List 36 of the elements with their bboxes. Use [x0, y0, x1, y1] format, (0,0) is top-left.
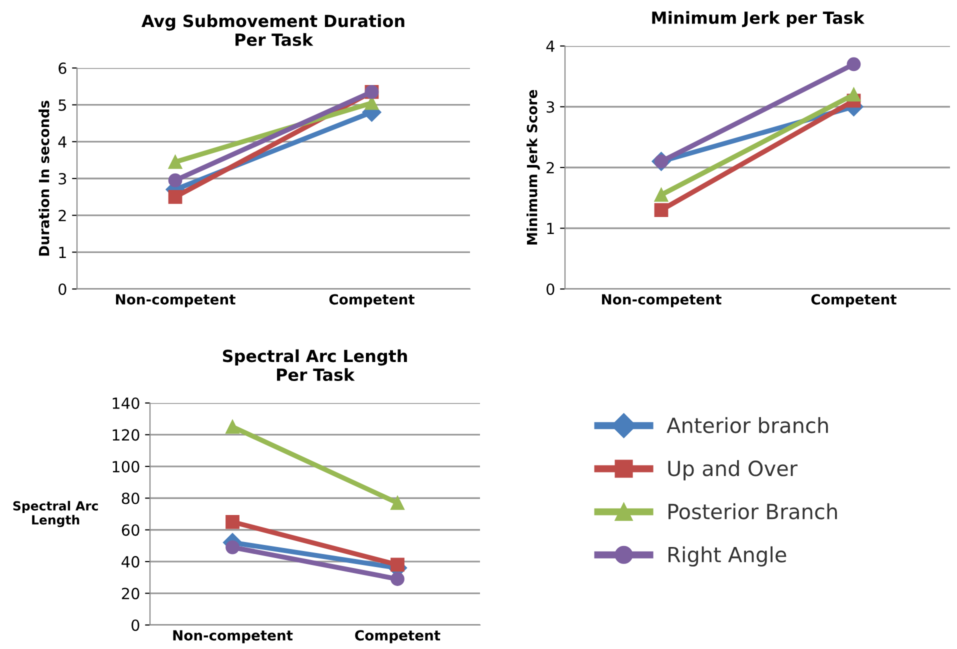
chart-title: Minimum Jerk per Task — [652, 11, 865, 28]
y-tick-label: 2 — [546, 162, 554, 174]
y-axis-title: Spectral Arc Length — [13, 500, 98, 528]
x-tick-label: Non-competent — [116, 294, 236, 308]
legend-label: Posterior Branch — [668, 503, 837, 520]
legend-label: Anterior branch — [666, 417, 828, 434]
y-tick-label: 40 — [122, 556, 140, 568]
y-tick-label: 120 — [112, 429, 140, 441]
y-tick-label: 2 — [58, 210, 66, 222]
y-tick-label: 20 — [122, 588, 140, 600]
y-tick-label: 0 — [58, 283, 66, 296]
y-tick-label: 5 — [58, 100, 66, 111]
y-axis-title: Duration In seconds — [38, 100, 50, 256]
y-tick-label: 4 — [546, 40, 554, 52]
y-tick-label: 80 — [122, 492, 140, 504]
chart-title: Spectral Arc Length Per Task — [222, 349, 407, 382]
y-tick-label: 3 — [58, 172, 66, 185]
y-tick-label: 0 — [132, 619, 140, 632]
y-tick-label: 1 — [547, 222, 554, 234]
y-tick-label: 140 — [112, 397, 140, 410]
legend-label: Right Angle — [668, 546, 786, 566]
y-tick-label: 4 — [58, 136, 66, 148]
y-tick-label: 100 — [112, 460, 140, 472]
y-tick-label: 3 — [546, 101, 554, 113]
x-tick-label: Non-competent — [602, 294, 722, 308]
y-axis-title: Minimum Jerk Score — [526, 90, 540, 244]
y-tick-label: 0 — [546, 283, 554, 296]
chart-title: Avg Submovement Duration Per Task — [142, 14, 404, 46]
x-tick-label: Competent — [329, 294, 415, 308]
y-tick-label: 60 — [122, 524, 140, 536]
x-tick-label: Non-competent — [173, 630, 293, 644]
legend-label: Up and Over — [668, 460, 798, 480]
y-tick-label: 1 — [59, 246, 66, 258]
x-tick-label: Competent — [811, 294, 897, 308]
x-tick-label: Competent — [355, 630, 440, 644]
y-tick-label: 6 — [58, 62, 66, 74]
